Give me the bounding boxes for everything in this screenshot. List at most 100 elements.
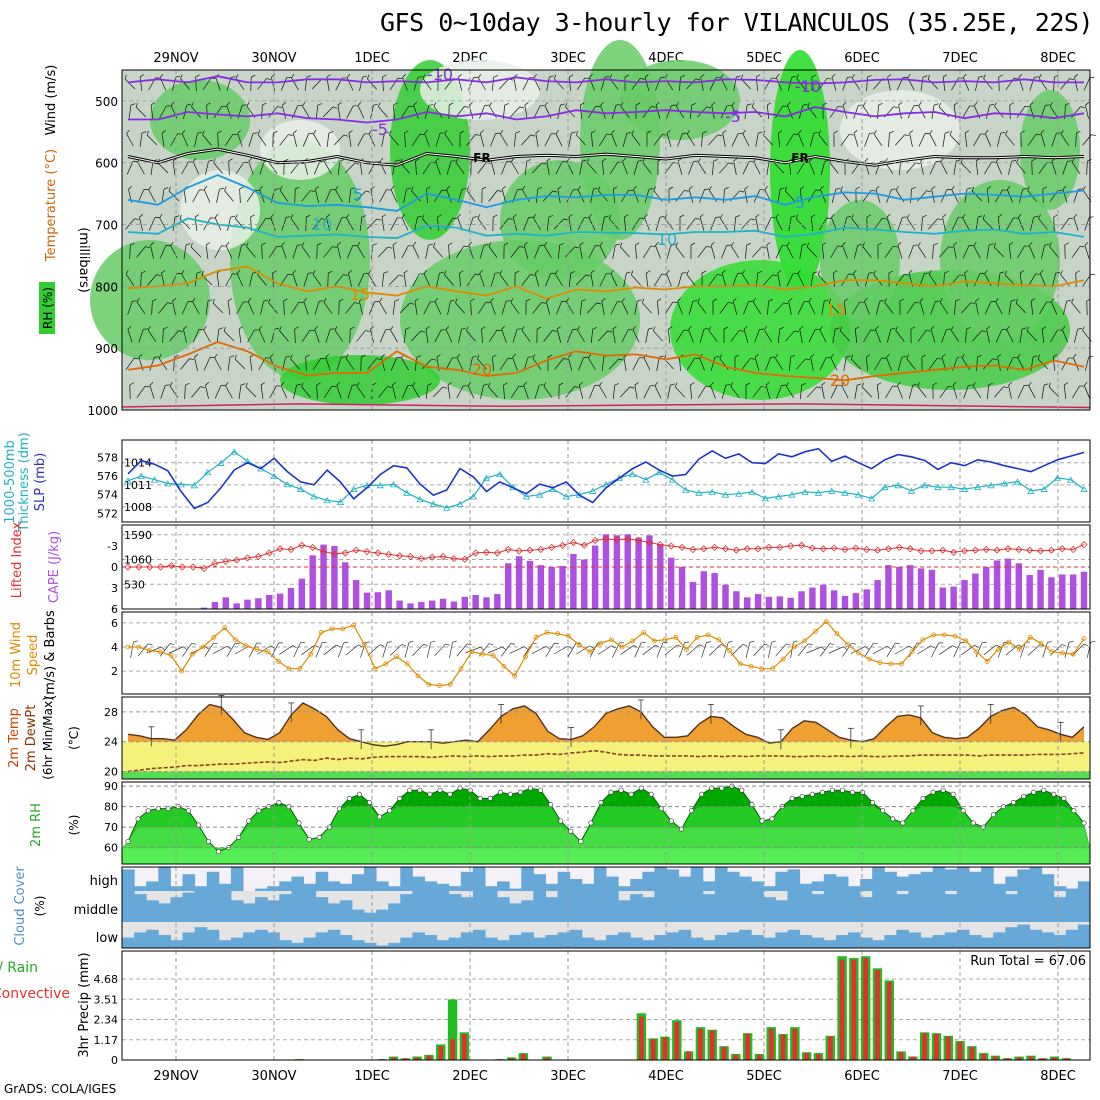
wind-barb-shaft [334, 330, 344, 342]
wind-barb [488, 329, 502, 343]
wind-barb [466, 326, 476, 342]
wind-barb [279, 326, 289, 342]
wind-barb-flag [235, 74, 239, 79]
wind-barb-flag [234, 354, 237, 360]
wind-barb [543, 330, 557, 342]
wind-barb-flag [370, 186, 375, 190]
wind-barb-shaft [444, 274, 454, 286]
wind-barb [590, 327, 598, 343]
wind-barb-flag [584, 217, 589, 219]
wind-barb-shaft [381, 273, 385, 287]
precip-convective-bar [426, 1055, 432, 1060]
wind-barb-flag [631, 130, 635, 135]
wind-barb [358, 298, 364, 315]
wind-barb-shaft [588, 217, 596, 231]
wind-barb [338, 298, 344, 316]
cloud-bar-high [606, 876, 619, 891]
cape-bar [624, 534, 631, 609]
wind-barb [564, 246, 580, 258]
wind-barb-shaft [642, 245, 652, 259]
wind-barb-shaft [468, 217, 474, 231]
wind-barb-flag [199, 189, 204, 191]
cloud-bar-low [981, 937, 994, 948]
rh-marker [809, 791, 815, 797]
cloud-bar-high [521, 867, 534, 891]
wind-barb [305, 354, 310, 372]
wind-barb [523, 356, 533, 371]
wind-barb [172, 215, 180, 231]
precip-convective-bar [662, 1037, 668, 1060]
wind-barb-flag [526, 159, 532, 162]
wind-barb [623, 271, 631, 287]
wind-barb-flag [483, 244, 489, 246]
wind-barb-shaft [467, 385, 475, 399]
wind-barb-shaft [225, 245, 233, 259]
wind-barb-flag [296, 383, 302, 386]
wind-barb [180, 74, 190, 90]
wind-barb-flag [332, 106, 338, 109]
wind-barb-shaft [400, 105, 410, 119]
wind-barb-flag [309, 329, 315, 332]
wind-barb-shaft [403, 273, 407, 287]
wind-barb-flag [488, 242, 492, 247]
wind-barb-flag [604, 76, 610, 78]
wind-barb-shaft [553, 218, 565, 230]
wind-barb-shaft [403, 329, 407, 343]
cloud-bar-low [279, 940, 292, 948]
wind-barb-shaft [610, 273, 618, 287]
wind-barb-shaft [268, 246, 278, 258]
cloud-bar-low [727, 932, 740, 948]
wind-barb-shaft [543, 330, 553, 342]
cloud-bar-high [351, 874, 365, 891]
wind-barb [390, 185, 398, 203]
wind-barb [445, 325, 453, 343]
wind-barb-shaft [611, 133, 617, 147]
wind-barb-flag [479, 269, 483, 274]
precip-convective-bar [768, 1028, 774, 1060]
wind-barb [258, 325, 266, 343]
wind-barb-shaft [414, 357, 418, 371]
wind-barb [312, 270, 322, 286]
precip-convective-bar [1028, 1056, 1034, 1060]
wind-barb-shaft [568, 217, 572, 231]
wind-barb-flag [332, 246, 337, 248]
wind-barb [620, 189, 634, 203]
wind-barb [312, 218, 326, 230]
wind-barb-flag [390, 185, 395, 190]
wind-barb-shaft [533, 105, 541, 119]
wind-barb [246, 189, 260, 202]
wind-barb [194, 354, 199, 371]
wind-barb [149, 356, 159, 371]
wind-barb [621, 297, 629, 315]
wind-barb [192, 297, 200, 315]
wind-barb-shaft [392, 245, 396, 259]
wind-barb-shaft [633, 161, 639, 175]
li-tick-label: 6 [111, 603, 118, 616]
wind-barb [557, 103, 565, 119]
wind-barb-shaft [512, 329, 518, 343]
rh-marker [236, 834, 242, 840]
wind-barb [301, 190, 315, 202]
wind-barb-shaft [645, 329, 649, 343]
wind-barb-flag [466, 326, 469, 331]
wind-barb-shaft [479, 245, 485, 259]
wind-barb-flag [124, 74, 127, 80]
wind-barb [557, 243, 565, 259]
rh-marker [638, 785, 644, 791]
wind-barb-shaft [646, 272, 648, 288]
wind-barb-shaft [415, 160, 417, 176]
wind-barb-flag [139, 214, 144, 218]
wind-barb-shaft [501, 301, 507, 315]
wind-barb-shaft [125, 358, 135, 370]
wind-barb-flag [298, 301, 304, 304]
cloud-bar-middle [1029, 891, 1043, 922]
wind-barb [245, 382, 257, 398]
cape-bar [733, 591, 740, 609]
wind-barb-shaft [498, 78, 510, 90]
wind-barb [184, 382, 190, 400]
wind-barb-shaft [488, 246, 498, 258]
wind-barb-shaft [238, 245, 242, 259]
wind-barb-flag [580, 102, 585, 106]
wind-barb-flag [350, 326, 355, 330]
wind-barb-flag [383, 271, 389, 274]
